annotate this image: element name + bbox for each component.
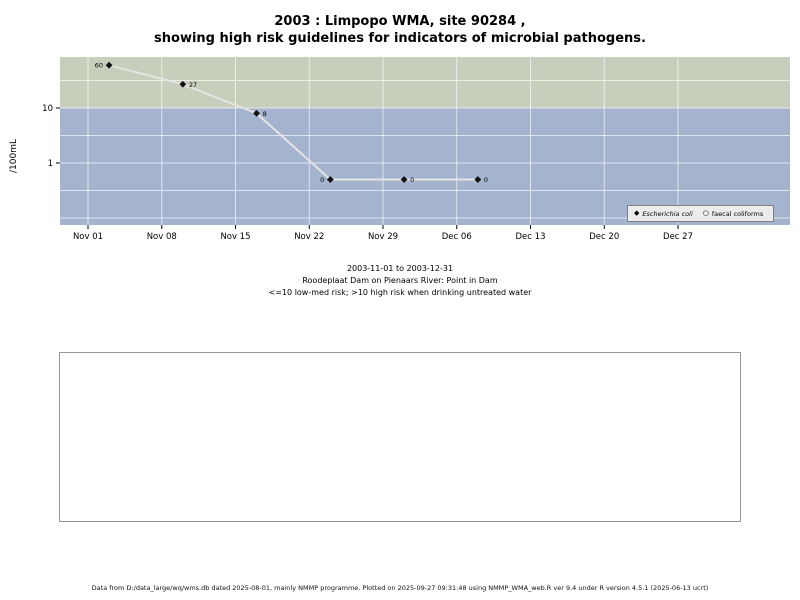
y-tick-label: 1	[48, 159, 53, 169]
chart-title: 2003 : Limpopo WMA, site 90284 , showing…	[0, 13, 800, 47]
caption-risk-note: <=10 low-med risk; >10 high risk when dr…	[268, 288, 532, 297]
x-tick-label: Dec 06	[442, 232, 472, 242]
data-point-diamond-icon	[179, 80, 187, 88]
data-point-label: 60	[95, 62, 103, 70]
caption-site-description: Roodeplaat Dam on Pienaars River: Point …	[302, 276, 498, 285]
filled-diamond-icon: ◆	[634, 209, 640, 217]
chart-title-line2: showing high risk guidelines for indicat…	[154, 31, 646, 46]
x-tick-label: Nov 01	[73, 232, 103, 242]
footer-note: Data from D:/data_large/wq/wms.db dated …	[91, 584, 709, 592]
x-tick-label: Dec 27	[663, 232, 693, 242]
legend-label-ecoli: Escherichia coli	[642, 209, 693, 218]
x-tick-label: Dec 13	[516, 232, 546, 242]
plot-area: Nov 01 Nov 08 Nov 15 Nov 22 Nov 29 Dec 06 Dec …	[42, 57, 790, 242]
data-point-diamond-icon	[253, 109, 260, 117]
x-tick-label: Nov 22	[294, 232, 324, 242]
legend-item-faecal-coliforms: ○ faecal coliforms	[703, 210, 764, 218]
y-tick-label: 10	[42, 104, 53, 114]
x-tick-label: Nov 15	[220, 232, 250, 242]
x-tick-label: Nov 08	[147, 232, 177, 242]
data-point-label: 27	[189, 81, 197, 89]
data-point-label: 0	[320, 176, 324, 184]
x-tick-label: Dec 20	[589, 232, 619, 242]
x-tick-label: Nov 29	[368, 232, 398, 242]
band-high-risk	[60, 57, 790, 108]
legend-item-ecoli: ◆ Escherichia coli	[634, 210, 693, 218]
chart-title-line1: 2003 : Limpopo WMA, site 90284 ,	[274, 14, 526, 29]
data-point-diamond-icon	[105, 61, 113, 69]
data-point-label: 0	[410, 176, 414, 184]
data-point-label: 0	[484, 176, 488, 184]
legend-label-faecal-coliforms: faecal coliforms	[711, 209, 764, 218]
empty-panel	[59, 352, 741, 522]
data-point-diamond-icon	[326, 176, 334, 183]
data-point-diamond-icon	[474, 176, 482, 183]
caption-date-range: 2003-11-01 to 2003-12-31	[346, 264, 454, 273]
data-point-diamond-icon	[400, 176, 408, 183]
open-circle-icon: ○	[702, 209, 709, 217]
chart-caption: 2003-11-01 to 2003-12-31 Roodeplaat Dam …	[0, 263, 800, 299]
legend: ◆ Escherichia coli ○ faecal coliforms	[627, 205, 774, 222]
series-line	[108, 64, 478, 181]
data-point-label: 8	[263, 110, 267, 118]
